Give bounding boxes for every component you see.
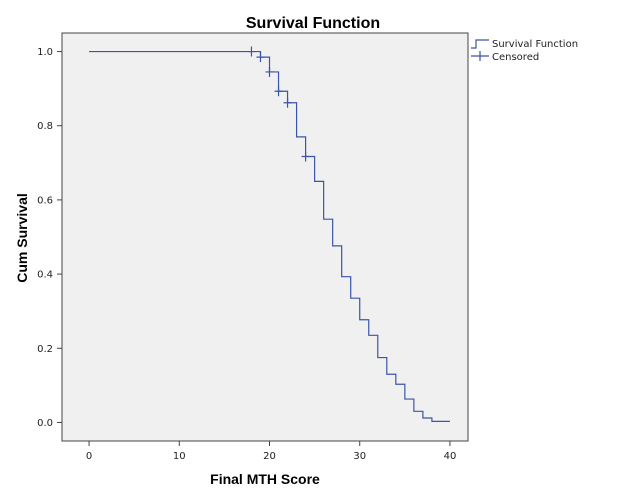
x-tick-label: 40 (444, 451, 457, 462)
y-axis-title: Cum Survival (14, 193, 30, 282)
censored-marker (283, 97, 292, 108)
axis-ticks: 0 10 20 30 40 0.0 0.2 0.4 0.6 0.8 1.0 (37, 47, 456, 462)
legend-item-censored: Censored (471, 51, 539, 63)
censored-marker (256, 52, 265, 63)
x-tick-label: 0 (86, 451, 92, 462)
x-tick-label: 20 (263, 451, 276, 462)
y-tick-label: 0.6 (37, 195, 53, 206)
censored-marker (301, 151, 310, 162)
x-tick-label: 10 (173, 451, 186, 462)
legend: Survival Function Censored (471, 39, 578, 63)
legend-symbol-survival-function (471, 39, 489, 49)
legend-item-survival-function: Survival Function (471, 39, 578, 50)
x-tick-label: 30 (353, 451, 366, 462)
legend-label-censored: Censored (492, 52, 539, 63)
legend-symbol-censored (471, 51, 489, 61)
y-tick-label: 0.4 (37, 270, 53, 281)
chart-title: Survival Function (246, 15, 380, 32)
series-layer (89, 46, 450, 422)
y-tick-label: 0.8 (37, 121, 53, 132)
y-tick-label: 1.0 (37, 47, 53, 58)
censored-marker (274, 86, 283, 97)
y-tick-label: 0.0 (37, 418, 53, 429)
y-tick-label: 0.2 (37, 344, 53, 355)
legend-label-survival-function: Survival Function (492, 39, 578, 50)
x-axis-title: Final MTH Score (210, 471, 320, 487)
censored-marker (247, 46, 256, 57)
censored-marker (265, 66, 274, 77)
survival-step-line (89, 50, 450, 422)
plot-area (61, 32, 469, 442)
